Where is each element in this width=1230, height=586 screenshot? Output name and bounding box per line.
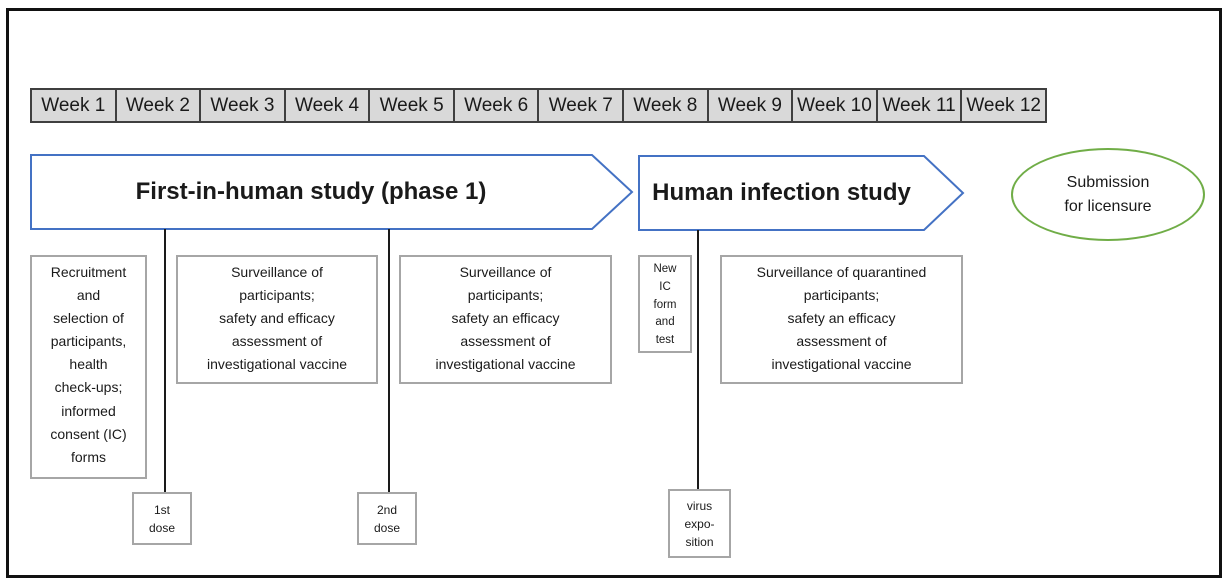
week-cell: Week 11 bbox=[875, 88, 963, 123]
week-cell: Week 5 bbox=[368, 88, 455, 123]
week-cell: Week 6 bbox=[452, 88, 540, 123]
week-header-row: Week 1 Week 2 Week 3 Week 4 Week 5 Week … bbox=[30, 88, 1047, 123]
activity-box-surveillance-quarantined: Surveillance of quarantined participants… bbox=[720, 255, 963, 384]
phase-label-first-in-human: First-in-human study (phase 1) bbox=[135, 178, 487, 205]
phase-arrow-first-in-human bbox=[30, 154, 634, 230]
phase-arrow-human-infection bbox=[638, 155, 965, 231]
activity-box-new-ic: New IC form and test bbox=[638, 255, 692, 353]
week-cell: Week 9 bbox=[706, 88, 794, 123]
connector-virus-exposition bbox=[697, 230, 699, 489]
activity-box-surveillance-2: Surveillance of participants; safety an … bbox=[399, 255, 612, 384]
phase-label-human-infection: Human infection study bbox=[652, 179, 911, 206]
activity-text-surveillance-2: Surveillance of participants; safety an … bbox=[435, 264, 576, 373]
week-cell: Week 8 bbox=[622, 88, 709, 123]
week-cell: Week 1 bbox=[30, 88, 117, 123]
activity-text-new-ic: New IC form and test bbox=[653, 263, 677, 347]
week-cell: Week 3 bbox=[199, 88, 286, 123]
connector-dose1 bbox=[164, 229, 166, 492]
week-cell: Week 4 bbox=[283, 88, 371, 123]
activity-box-recruitment: Recruitment and selection of participant… bbox=[30, 255, 147, 479]
activity-text-surveillance-quarantined: Surveillance of quarantined participants… bbox=[756, 264, 927, 373]
outcome-ellipse-submission: Submission for licensure bbox=[1011, 148, 1205, 241]
activity-text-recruitment: Recruitment and selection of participant… bbox=[50, 264, 127, 465]
event-box-virus-exposition: virus expo- sition bbox=[668, 489, 731, 558]
event-box-dose-2: 2nd dose bbox=[357, 492, 417, 545]
week-cell: Week 12 bbox=[960, 88, 1047, 123]
connector-dose2 bbox=[388, 229, 390, 492]
event-box-dose-1: 1st dose bbox=[132, 492, 192, 545]
week-cell: Week 7 bbox=[537, 88, 625, 123]
activity-text-surveillance-1: Surveillance of participants; safety and… bbox=[206, 264, 348, 373]
week-cell: Week 10 bbox=[791, 88, 878, 123]
activity-box-surveillance-1: Surveillance of participants; safety and… bbox=[176, 255, 378, 384]
week-cell: Week 2 bbox=[114, 88, 202, 123]
